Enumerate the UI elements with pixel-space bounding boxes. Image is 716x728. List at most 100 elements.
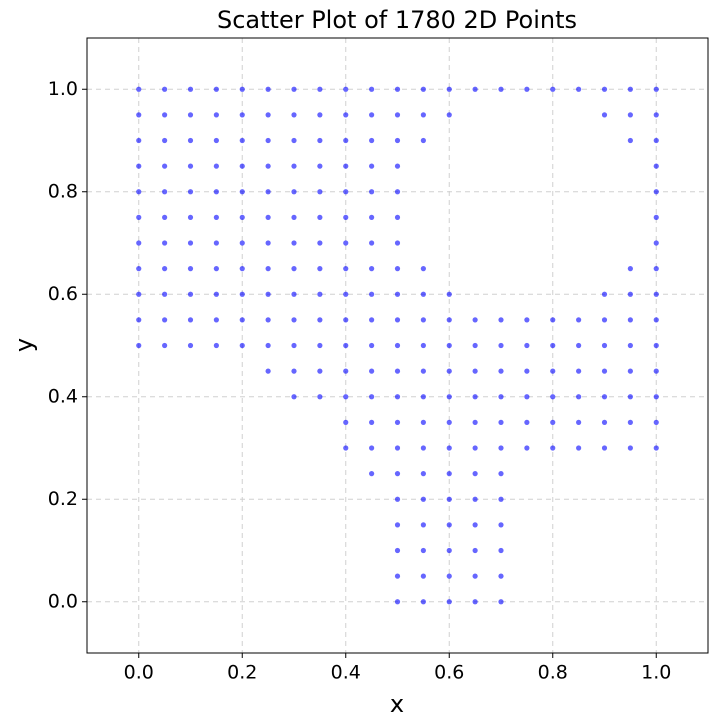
point	[162, 163, 168, 169]
point	[627, 137, 633, 144]
point	[239, 163, 245, 169]
point	[394, 291, 401, 297]
point	[136, 214, 142, 220]
point	[653, 368, 659, 374]
point	[472, 342, 478, 349]
point	[394, 112, 401, 118]
point	[136, 163, 142, 169]
point	[601, 291, 608, 297]
point	[187, 189, 194, 195]
point	[550, 394, 556, 400]
point	[343, 86, 349, 92]
point	[653, 445, 659, 451]
point	[601, 419, 608, 425]
point	[446, 394, 452, 400]
point	[343, 137, 349, 144]
point	[498, 547, 504, 554]
point	[239, 86, 245, 92]
point	[291, 86, 297, 92]
point	[472, 547, 478, 554]
point	[550, 368, 556, 374]
point	[601, 112, 608, 118]
x-tick-label: 0.8	[538, 662, 568, 684]
point	[420, 547, 426, 554]
point	[369, 137, 375, 144]
point	[446, 547, 452, 554]
point	[394, 266, 401, 272]
point	[136, 317, 142, 323]
point	[420, 419, 426, 425]
point	[369, 394, 375, 400]
point	[420, 573, 426, 579]
point	[576, 368, 582, 374]
point	[136, 342, 142, 349]
point	[343, 368, 349, 374]
point	[498, 342, 504, 349]
y-tick-label: 0.8	[48, 180, 78, 202]
point	[136, 189, 142, 195]
point	[394, 137, 401, 144]
point	[187, 112, 194, 118]
point	[420, 342, 426, 349]
point	[394, 240, 401, 246]
point	[317, 342, 323, 349]
point	[136, 291, 142, 297]
point	[162, 112, 168, 118]
point	[317, 214, 323, 220]
point	[317, 291, 323, 297]
point	[369, 189, 375, 195]
point	[213, 86, 219, 92]
point	[394, 573, 401, 579]
point	[187, 86, 194, 92]
point	[653, 291, 659, 297]
point	[446, 342, 452, 349]
point	[369, 86, 375, 92]
point	[343, 445, 349, 451]
point	[472, 573, 478, 579]
point	[601, 445, 608, 451]
point	[472, 368, 478, 374]
point	[472, 445, 478, 451]
point	[498, 419, 504, 425]
point	[420, 86, 426, 92]
point	[394, 599, 401, 605]
point	[317, 86, 323, 92]
point	[420, 368, 426, 374]
point	[420, 317, 426, 323]
point	[446, 471, 452, 477]
point	[369, 368, 375, 374]
point	[369, 419, 375, 425]
point	[394, 342, 401, 349]
point	[213, 214, 219, 220]
point	[446, 599, 452, 605]
point	[213, 137, 219, 144]
point	[524, 445, 530, 451]
point	[187, 137, 194, 144]
point	[498, 317, 504, 323]
point	[394, 317, 401, 323]
points	[136, 86, 659, 605]
point	[265, 266, 271, 272]
point	[136, 137, 142, 144]
x-tick-label: 0.6	[434, 662, 464, 684]
point	[472, 317, 478, 323]
point	[420, 112, 426, 118]
point	[653, 137, 659, 144]
point	[291, 214, 297, 220]
point	[213, 317, 219, 323]
point	[472, 471, 478, 477]
point	[291, 394, 297, 400]
point	[394, 394, 401, 400]
point	[653, 112, 659, 118]
point	[653, 240, 659, 246]
point	[446, 496, 452, 502]
point	[291, 266, 297, 272]
point	[627, 291, 633, 297]
point	[265, 240, 271, 246]
point	[136, 266, 142, 272]
point	[498, 496, 504, 502]
point	[472, 394, 478, 400]
point	[601, 394, 608, 400]
point	[653, 189, 659, 195]
point	[343, 240, 349, 246]
